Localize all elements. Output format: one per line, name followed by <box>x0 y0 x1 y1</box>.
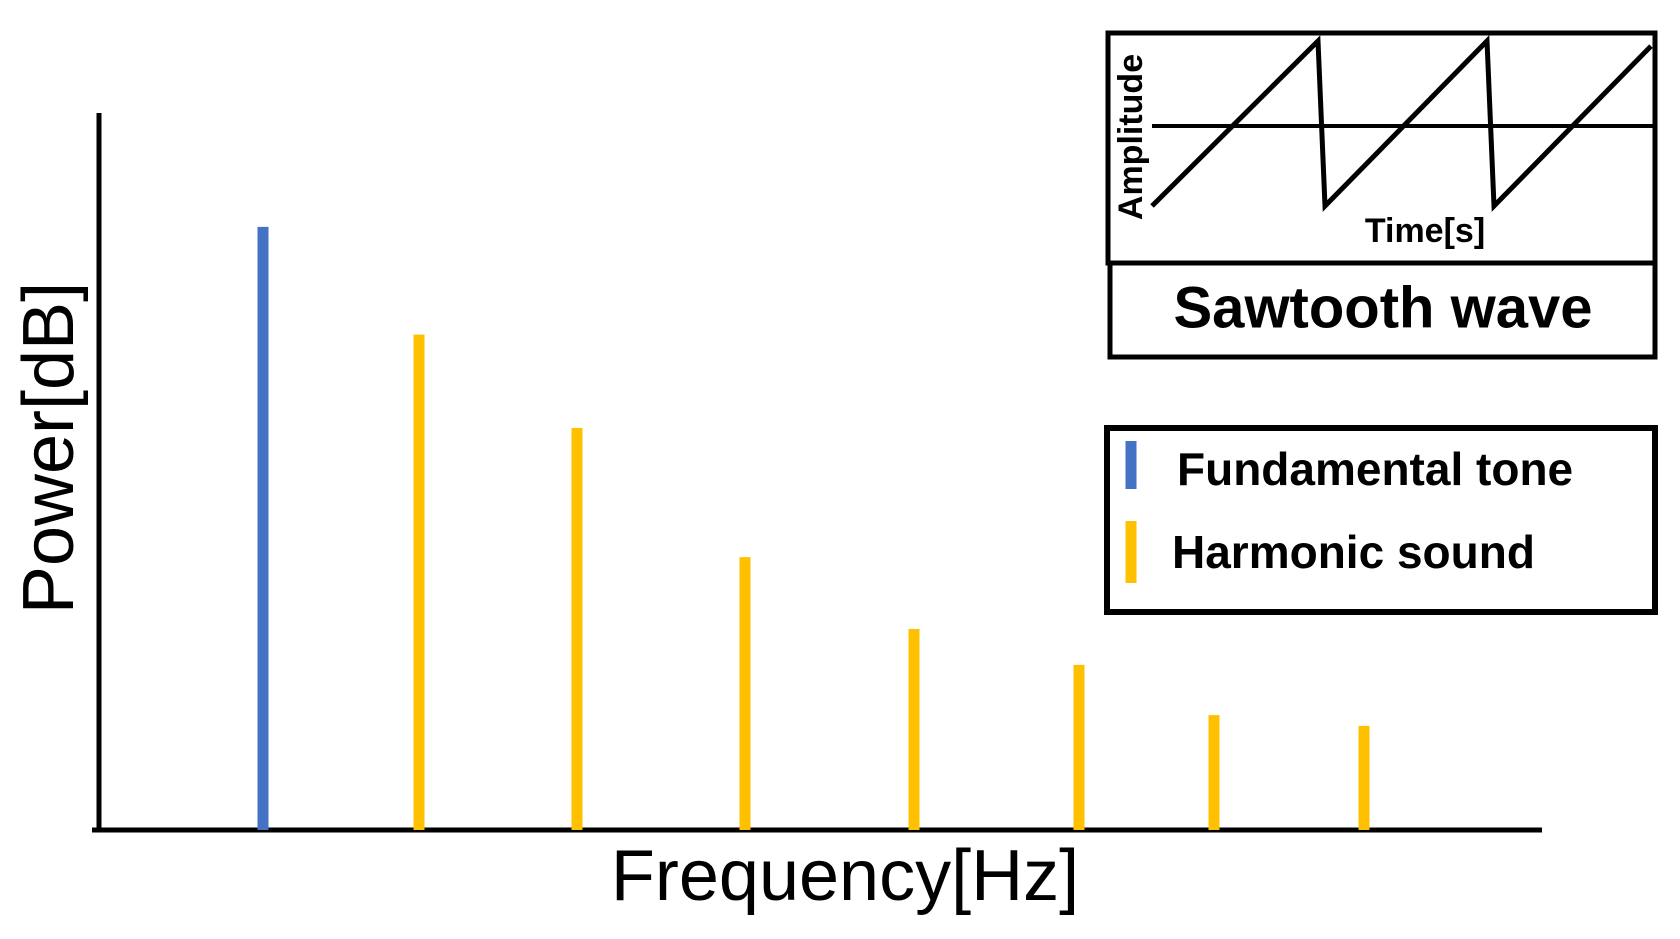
inset-x-label: Time[s] <box>1365 212 1485 250</box>
legend-box <box>1104 425 1658 615</box>
inset-caption: Sawtooth wave <box>1174 275 1593 340</box>
harmonic-bar-5 <box>908 628 920 830</box>
harmonic-bar-7 <box>1208 715 1220 830</box>
inset-caption-box <box>1107 260 1658 360</box>
x-axis-title: Frequency[Hz] <box>611 836 1079 916</box>
harmonic-bar-3 <box>571 427 583 830</box>
sawtooth-waveform <box>1150 35 1653 212</box>
harmonic-bar-2 <box>413 334 425 830</box>
y-axis-title: Power[dB] <box>9 282 89 614</box>
fundamental-bar-1 <box>257 226 269 830</box>
inset-panel: Amplitude Time[s] Sawtooth wave <box>1105 30 1658 360</box>
legend-label-harmonic: Harmonic sound <box>1172 526 1535 578</box>
inset-y-label: Amplitude <box>1112 54 1150 220</box>
legend-label-fundamental: Fundamental tone <box>1177 443 1573 495</box>
harmonic-bar-8 <box>1358 725 1370 830</box>
harmonic-bar-6 <box>1073 664 1085 830</box>
harmonic-bar-4 <box>739 557 751 830</box>
bars-group <box>257 226 1370 830</box>
legend: Fundamental tone Harmonic sound <box>1104 425 1658 615</box>
